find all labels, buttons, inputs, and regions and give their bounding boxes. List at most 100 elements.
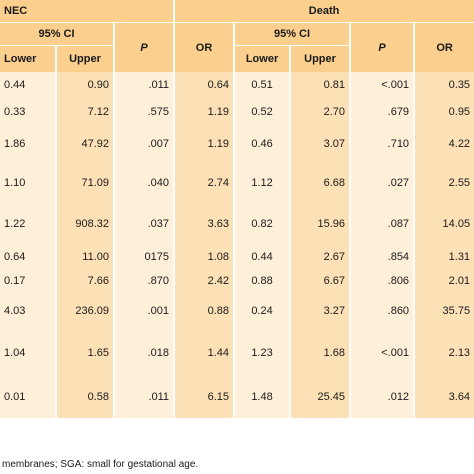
death-or-cell: 2.55	[413, 162, 474, 204]
table-footnote: membranes; SGA: small for gestational ag…	[0, 456, 474, 474]
nec-or-cell: 2.42	[173, 270, 235, 292]
death-lower-cell: 0.46	[233, 126, 291, 162]
nec-p-cell: 0175	[112, 244, 175, 270]
nec-lower-cell: 0.33	[0, 98, 56, 126]
death-upper-cell: 0.81	[289, 72, 351, 98]
table-row: 4.03 236.09.001 0.88 0.24 3.27.860 35.75	[0, 292, 474, 330]
death-group-header: Death	[234, 0, 415, 23]
results-table: NEC Death 95% CI P OR 95% CI P OR Lower …	[0, 0, 474, 418]
table-row: 1.04 1.65.018 1.44 1.23 1.68 <.001 2.13	[0, 330, 474, 376]
nec-header-spacer	[173, 0, 235, 23]
death-p-cell: .854	[349, 244, 415, 270]
nec-p-cell: .870	[112, 270, 175, 292]
death-p-header: P	[349, 22, 415, 72]
death-or-cell: 0.95	[413, 98, 474, 126]
death-or-cell: 4.22	[413, 126, 474, 162]
nec-or-cell: 3.63	[173, 204, 235, 244]
death-p-cell: <.001	[349, 330, 415, 376]
death-lower-header: Lower	[233, 45, 291, 72]
death-lower-cell: 1.48	[233, 376, 291, 418]
nec-upper-header: Upper	[55, 45, 114, 72]
nec-lower-cell: 1.86	[0, 126, 56, 162]
death-upper-cell: 25.45	[289, 376, 351, 418]
nec-p-cell: .018	[112, 330, 175, 376]
death-p-cell: .806	[349, 270, 415, 292]
death-upper-cell: 15.96	[289, 204, 351, 244]
nec-or-cell: 6.15	[173, 376, 235, 418]
nec-or-cell: 0.64	[173, 72, 235, 98]
nec-ci-header: 95% CI	[0, 22, 114, 46]
nec-upper-cell: 11.00	[55, 244, 114, 270]
nec-lower-cell: 0.44	[0, 72, 56, 98]
nec-upper-cell: 0.58	[55, 376, 114, 418]
nec-or-cell: 0.88	[173, 292, 235, 330]
nec-lower-cell: 1.22	[0, 204, 56, 244]
death-upper-cell: 3.07	[289, 126, 351, 162]
death-lower-cell: 0.24	[233, 292, 291, 330]
nec-p-cell: .011	[112, 72, 175, 98]
death-upper-cell: 2.70	[289, 98, 351, 126]
death-or-header: OR	[413, 22, 474, 72]
death-lower-cell: 1.23	[233, 330, 291, 376]
death-or-cell: 1.31	[413, 244, 474, 270]
death-p-cell: .012	[349, 376, 415, 418]
death-upper-cell: 6.68	[289, 162, 351, 204]
nec-upper-cell: 236.09	[55, 292, 114, 330]
death-p-cell: .027	[349, 162, 415, 204]
nec-upper-cell: 0.90	[55, 72, 114, 98]
nec-p-header: P	[112, 22, 175, 72]
death-lower-cell: 0.52	[233, 98, 291, 126]
nec-upper-cell: 71.09	[55, 162, 114, 204]
nec-or-cell: 1.44	[173, 330, 235, 376]
table-row: 0.44 0.90.011 0.64 0.51 0.81 <.001 0.35	[0, 72, 474, 98]
nec-upper-cell: 7.12	[55, 98, 114, 126]
death-or-cell: 2.01	[413, 270, 474, 292]
nec-p-cell: .575	[112, 98, 175, 126]
nec-p-cell: .040	[112, 162, 175, 204]
nec-p-cell: .037	[112, 204, 175, 244]
death-upper-cell: 3.27	[289, 292, 351, 330]
death-lower-cell: 0.51	[233, 72, 291, 98]
death-p-cell: .860	[349, 292, 415, 330]
death-p-cell: .087	[349, 204, 415, 244]
nec-upper-cell: 908.32	[55, 204, 114, 244]
nec-p-cell: .001	[112, 292, 175, 330]
death-lower-cell: 0.44	[233, 244, 291, 270]
nec-p-cell: .007	[112, 126, 175, 162]
nec-group-header: NEC	[0, 0, 175, 23]
death-or-cell: 35.75	[413, 292, 474, 330]
death-p-cell: .710	[349, 126, 415, 162]
table-row: 0.33 7.12.575 1.19 0.52 2.70.679 0.95	[0, 98, 474, 126]
nec-lower-cell: 0.17	[0, 270, 56, 292]
death-lower-cell: 0.88	[233, 270, 291, 292]
death-or-cell: 0.35	[413, 72, 474, 98]
nec-or-cell: 2.74	[173, 162, 235, 204]
death-upper-cell: 2.67	[289, 244, 351, 270]
death-or-cell: 3.64	[413, 376, 474, 418]
death-lower-cell: 1.12	[233, 162, 291, 204]
death-upper-header: Upper	[289, 45, 351, 72]
death-lower-cell: 0.82	[233, 204, 291, 244]
nec-lower-cell: 4.03	[0, 292, 56, 330]
death-or-cell: 14.05	[413, 204, 474, 244]
table-row: 1.86 47.92.007 1.19 0.46 3.07.710 4.22	[0, 126, 474, 162]
death-p-cell: <.001	[349, 72, 415, 98]
nec-lower-header: Lower	[0, 45, 56, 72]
table-row: 1.10 71.09.040 2.74 1.12 6.68.027 2.55	[0, 162, 474, 204]
table-row: 1.22 908.32.037 3.63 0.82 15.96.087 14.05	[0, 204, 474, 244]
nec-lower-cell: 0.01	[0, 376, 56, 418]
nec-lower-cell: 1.04	[0, 330, 56, 376]
table-row: 0.64 11.00 0175 1.08 0.44 2.67.854 1.31	[0, 244, 474, 270]
death-p-cell: .679	[349, 98, 415, 126]
nec-or-cell: 1.08	[173, 244, 235, 270]
nec-lower-cell: 1.10	[0, 162, 56, 204]
nec-upper-cell: 7.66	[55, 270, 114, 292]
death-ci-header: 95% CI	[233, 22, 351, 46]
nec-p-cell: .011	[112, 376, 175, 418]
nec-upper-cell: 1.65	[55, 330, 114, 376]
nec-or-header: OR	[173, 22, 235, 72]
death-upper-cell: 1.68	[289, 330, 351, 376]
nec-or-cell: 1.19	[173, 98, 235, 126]
table-row: 0.17 7.66.870 2.42 0.88 6.67.806 2.01	[0, 270, 474, 292]
